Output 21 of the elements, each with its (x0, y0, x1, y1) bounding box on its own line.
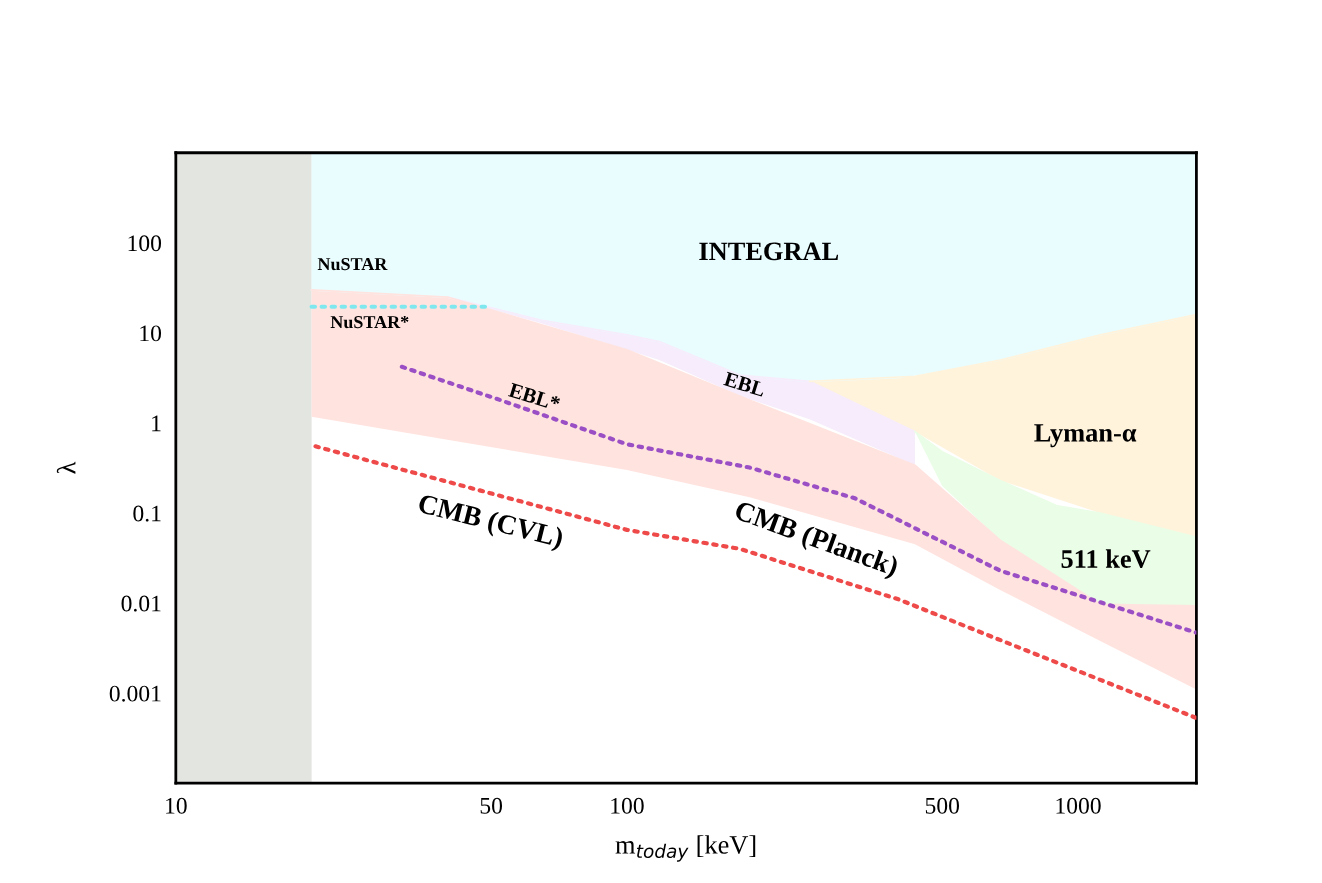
y-tick-label: 100 (128, 235, 162, 252)
y-axis-title: λ (56, 461, 76, 474)
annotation: CMB (CVL) (416, 492, 565, 553)
x-tick-label: 500 (925, 797, 960, 814)
y-tick-label: 0.1 (133, 505, 161, 522)
x-tick-label: 10 (166, 797, 187, 814)
x-tick-label: 50 (480, 797, 503, 814)
x-axis-title: m$_{today}$ [keV] (615, 835, 756, 862)
x-tick-label: 100 (611, 797, 644, 814)
annotation: EBL* (507, 382, 561, 411)
annotation: INTEGRAL (699, 242, 839, 261)
y-tick-label: 0.01 (121, 595, 161, 612)
y-tick-label: 1 (152, 415, 161, 432)
annotation: EBL (723, 371, 766, 397)
annotation: 511 keV (1061, 549, 1151, 569)
annotation: NuSTAR (317, 258, 388, 271)
y-tick-label: 10 (140, 325, 162, 342)
annotation: Lyman-α (1034, 424, 1137, 448)
y-tick-label: 0.001 (109, 685, 161, 702)
x-tick-label: 1000 (1056, 797, 1101, 814)
annotation: NuSTAR* (330, 316, 409, 329)
